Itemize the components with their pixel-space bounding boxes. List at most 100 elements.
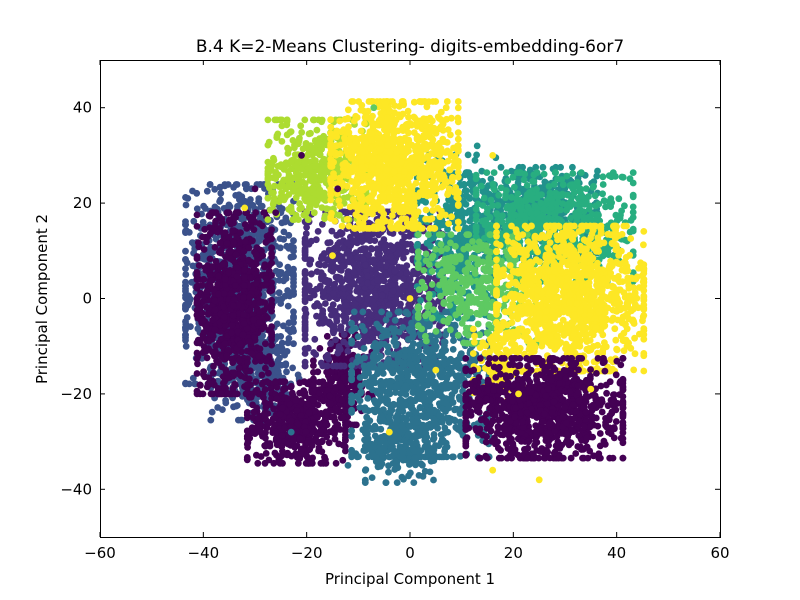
scatter-point [437,439,445,446]
scatter-point [289,364,296,372]
scatter-point [389,245,397,253]
scatter-point [203,347,210,355]
scatter-point [189,374,197,382]
scatter-point [301,362,309,370]
scatter-point [216,239,224,247]
scatter-point [358,238,366,246]
scatter-point [403,269,411,277]
scatter-point [421,443,429,451]
scatter-point [273,395,281,402]
scatter-point [333,362,341,370]
scatter-point [350,238,357,246]
scatter-point [246,375,253,383]
scatter-point [321,381,329,388]
scatter-point [420,413,428,421]
scatter-point [221,182,229,190]
scatter-point [252,378,260,386]
scatter-point [182,331,189,339]
scatter-point [353,421,360,429]
scatter-point [272,428,279,436]
scatter-point [247,393,255,401]
scatter-point [443,375,451,383]
scatter-point [241,274,248,282]
scatter-point [350,308,358,316]
scatter-point [363,413,371,421]
scatter-point [207,416,215,424]
scatter-point [381,243,389,251]
scatter-point [398,390,405,397]
scatter-point [430,339,438,347]
scatter-point [276,270,283,278]
scatter-point [327,368,335,376]
scatter-point [241,181,249,188]
scatter-point [290,340,297,348]
scatter-point [263,357,270,365]
scatter-point [307,237,315,245]
scatter-point [208,408,216,416]
scatter-point [214,281,222,288]
scatter-point [372,292,379,299]
scatter-point [301,345,309,353]
scatter-point [400,449,407,456]
scatter-point [407,439,415,446]
scatter-point [455,372,462,379]
scatter-point [441,424,449,432]
scatter-point [262,434,269,442]
scatter-point [338,262,346,270]
scatter-point [233,273,241,280]
scatter-point [391,335,399,343]
scatter-point [381,363,388,370]
scatter-point [253,404,261,412]
scatter-point [283,368,290,376]
scatter-point [447,415,455,423]
scatter-point [403,240,411,248]
scatter-point [394,374,402,382]
scatter-point [425,372,433,379]
scatter-point [394,464,402,472]
scatter-point [369,258,377,265]
scatter-point [243,381,251,389]
scatter-point [241,282,248,289]
scatter-point [292,450,299,458]
scatter-point [395,289,403,297]
scatter-point [316,345,324,352]
scatter-point [377,462,384,470]
scatter-point [324,239,332,247]
scatter-point [360,344,368,352]
scatter-point [442,399,450,407]
scatter-point [250,316,258,324]
scatter-point [365,251,373,259]
scatter-point [385,356,392,363]
scatter-point [361,379,369,387]
scatter-point [226,248,234,256]
scatter-point [261,263,268,271]
scatter-point [230,239,238,247]
scatter-point [385,468,392,476]
scatter-point [387,253,395,261]
scatter-point [244,359,251,366]
scatter-point [322,414,329,421]
scatter-point [278,339,286,347]
scatter-point [437,431,445,438]
scatter-point [204,310,212,318]
scatter-point [277,453,285,461]
chart-title: B.4 K=2-Means Clustering- digits-embeddi… [196,37,624,57]
scatter-point [389,443,396,450]
scatter-point [236,196,243,204]
scatter-point [256,427,264,435]
scatter-point [210,362,217,370]
scatter-point [382,396,389,403]
scatter-point [235,357,243,365]
scatter-point [255,195,263,203]
scatter-point [323,332,331,340]
scatter-point [348,339,355,347]
scatter-point [361,420,369,428]
scatter-point [422,430,430,437]
scatter-point [279,378,287,386]
scatter-point [183,227,190,235]
scatter-point [410,406,417,414]
scatter-point [361,437,369,444]
scatter-point [353,254,361,261]
scatter-point [199,233,206,241]
scatter-point [244,439,252,446]
